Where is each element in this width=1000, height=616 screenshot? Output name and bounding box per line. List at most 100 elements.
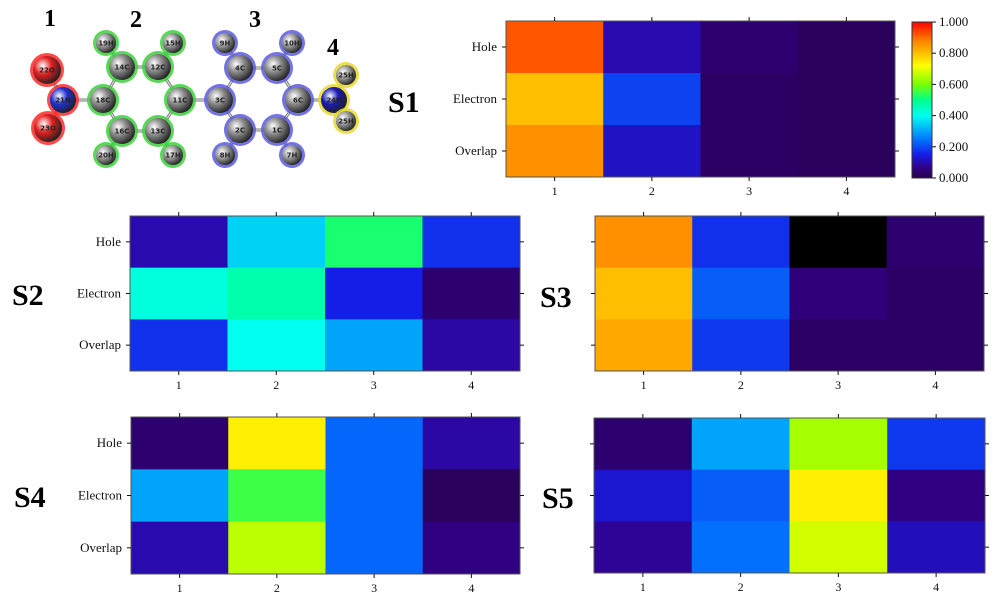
row-label: Electron [453, 91, 498, 106]
atom-sphere [282, 33, 302, 53]
heatmap-cell [691, 418, 790, 471]
atom-label: 4C [235, 65, 245, 73]
heatmap-cell [325, 469, 424, 523]
atom-label: 7H [287, 152, 298, 160]
atom-sphere [163, 33, 183, 53]
heatmap-cell [506, 73, 604, 126]
x-tick-label: 1 [640, 580, 646, 594]
x-tick-label: 2 [738, 378, 744, 392]
heatmap-cell [789, 521, 888, 574]
x-tick-label: 4 [933, 580, 939, 594]
x-tick-label: 2 [649, 184, 655, 198]
x-tick-label: 4 [468, 581, 474, 595]
atom-label: 18C [96, 97, 111, 105]
atom-sphere [163, 145, 183, 165]
heatmap-cell [595, 216, 693, 269]
colorbar-tick-label: 1.000 [939, 14, 968, 29]
atom-sphere [96, 33, 116, 53]
panel-label: S3 [540, 281, 572, 314]
atom-label: 17H [165, 152, 181, 160]
heatmap-cell [422, 319, 521, 372]
atom-label: 22O [39, 67, 55, 75]
atom-sphere [264, 117, 290, 143]
heatmap-cell [325, 417, 424, 470]
fragment-number-3: 3 [249, 7, 261, 33]
atom-sphere [282, 145, 302, 165]
atom-sphere [90, 87, 116, 113]
heatmap-cell [422, 417, 521, 470]
heatmap-cell [887, 418, 986, 471]
heatmap-cell [700, 73, 799, 126]
atom-sphere [50, 87, 76, 113]
x-tick-label: 3 [835, 378, 841, 392]
atom-label: 10H [284, 40, 300, 48]
heatmap-s3: 1 2 3 4 S3 [540, 212, 988, 392]
panel-label: S1 [388, 86, 420, 119]
heatmap-s1: 1 2 3 4 Hole Electron Overlap S1 [388, 17, 899, 198]
heatmap-cell [227, 267, 326, 320]
fragment-number-1: 1 [44, 6, 56, 32]
x-tick-label: 2 [273, 378, 279, 392]
panel-label: S4 [14, 481, 46, 514]
heatmap-cell [886, 267, 985, 320]
atom-label: 9H [220, 40, 231, 48]
heatmap-cell [325, 319, 423, 372]
atom-label: 16C [115, 128, 130, 136]
x-tick-label: 1 [641, 378, 647, 392]
colorbar-tick-label: 0.200 [939, 139, 968, 154]
colorbar-tick-label: 0.800 [939, 45, 968, 60]
atom-label: 23O [40, 125, 56, 133]
heatmap-s5: 1 2 3 4 S5 [542, 414, 989, 594]
fragment-number-2: 2 [130, 7, 142, 33]
atom-sphere [336, 65, 356, 85]
x-tick-label: 4 [468, 378, 474, 392]
atom-sphere [285, 87, 311, 113]
row-label: Hole [96, 234, 122, 249]
atom-sphere [96, 145, 116, 165]
fragment-number-4: 4 [327, 35, 339, 61]
x-tick-label: 4 [932, 378, 938, 392]
x-tick-label: 3 [371, 581, 377, 595]
heatmap-cell [603, 125, 701, 178]
atom-sphere [207, 87, 233, 113]
atom-label: 3C [215, 97, 225, 105]
row-label: Hole [472, 39, 498, 54]
atom-label: 12C [151, 64, 166, 72]
heatmap-cell [422, 469, 521, 523]
heatmap-cell [797, 73, 896, 126]
heatmap-cell [130, 267, 228, 320]
heatmap-cell [789, 469, 888, 522]
heatmap-cell [700, 125, 799, 178]
heatmap-cell [325, 521, 424, 575]
atom-sphere [336, 111, 356, 131]
colorbar-ticks: 0.000 0.200 0.400 0.600 0.800 1.000 [911, 14, 968, 185]
heatmap-cell [594, 469, 693, 522]
colorbar-gradient [912, 22, 932, 178]
panel-label: S5 [542, 482, 574, 515]
atom-label: 24N [326, 97, 342, 105]
heatmap-cell [797, 125, 896, 178]
atom-label: 25H [338, 118, 354, 126]
heatmap-cell [228, 521, 326, 575]
x-tick-label: 3 [746, 184, 752, 198]
atom-label: 6C [293, 97, 303, 105]
x-tick-label: 1 [177, 581, 183, 595]
heatmap-cell [789, 418, 888, 471]
heatmap-cell [700, 21, 799, 74]
heatmap-cell [595, 319, 693, 372]
heatmap-cell [130, 216, 228, 269]
atom-sphere [145, 118, 171, 144]
x-tick-label: 3 [835, 580, 841, 594]
atom-sphere [227, 55, 253, 81]
heatmap-cell [789, 267, 888, 320]
x-tick-label: 1 [176, 378, 182, 392]
atom-sphere [145, 54, 171, 80]
heatmap-cell [506, 125, 604, 178]
atom-sphere [215, 145, 235, 165]
row-label: Hole [97, 435, 123, 450]
colorbar: 0.000 0.200 0.400 0.600 0.800 1.000 [911, 14, 968, 185]
heatmap-cell [130, 319, 228, 372]
heatmap-cell [228, 469, 326, 523]
heatmap-cell [131, 469, 229, 523]
